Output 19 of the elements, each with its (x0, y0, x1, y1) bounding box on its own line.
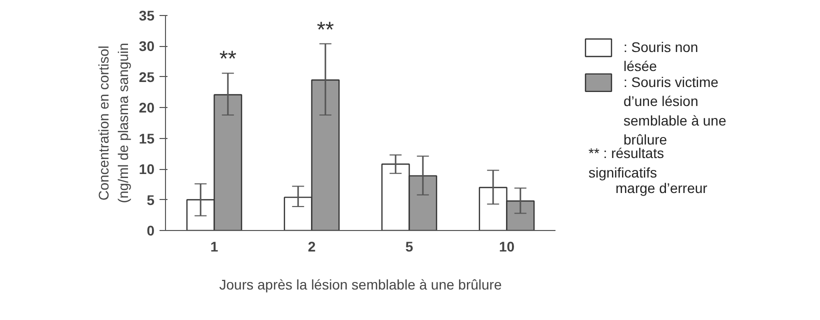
y-tick-label: 20 (138, 100, 155, 116)
y-axis-title: Concentration en cortisol (ng/ml de plasma sanguin (96, 42, 131, 204)
x-axis-title: Jours après la lésion semblable à une brûlure (219, 276, 502, 292)
legend-label: : Souris non lésée (624, 39, 698, 74)
y-tick-label: 5 (146, 192, 155, 208)
x-tick-label: 10 (498, 238, 515, 254)
y-tick-label: 0 (146, 222, 155, 238)
x-tick-label: 5 (405, 238, 414, 254)
y-tick-label: 30 (138, 38, 155, 54)
x-tick-label: 1 (210, 238, 218, 254)
y-tick-label: 15 (138, 130, 155, 146)
y-tick-label: 10 (138, 161, 155, 178)
annotation: ** (316, 16, 334, 42)
y-tick-label: 35 (138, 8, 155, 24)
annotation: ** (219, 46, 237, 72)
x-tick-label: 2 (308, 238, 316, 254)
y-tick-label: 25 (138, 68, 155, 85)
text: marge d’erreur (616, 180, 708, 196)
legend-label: : Souris victime d’une lésion semblable à une brûlure (624, 74, 726, 148)
